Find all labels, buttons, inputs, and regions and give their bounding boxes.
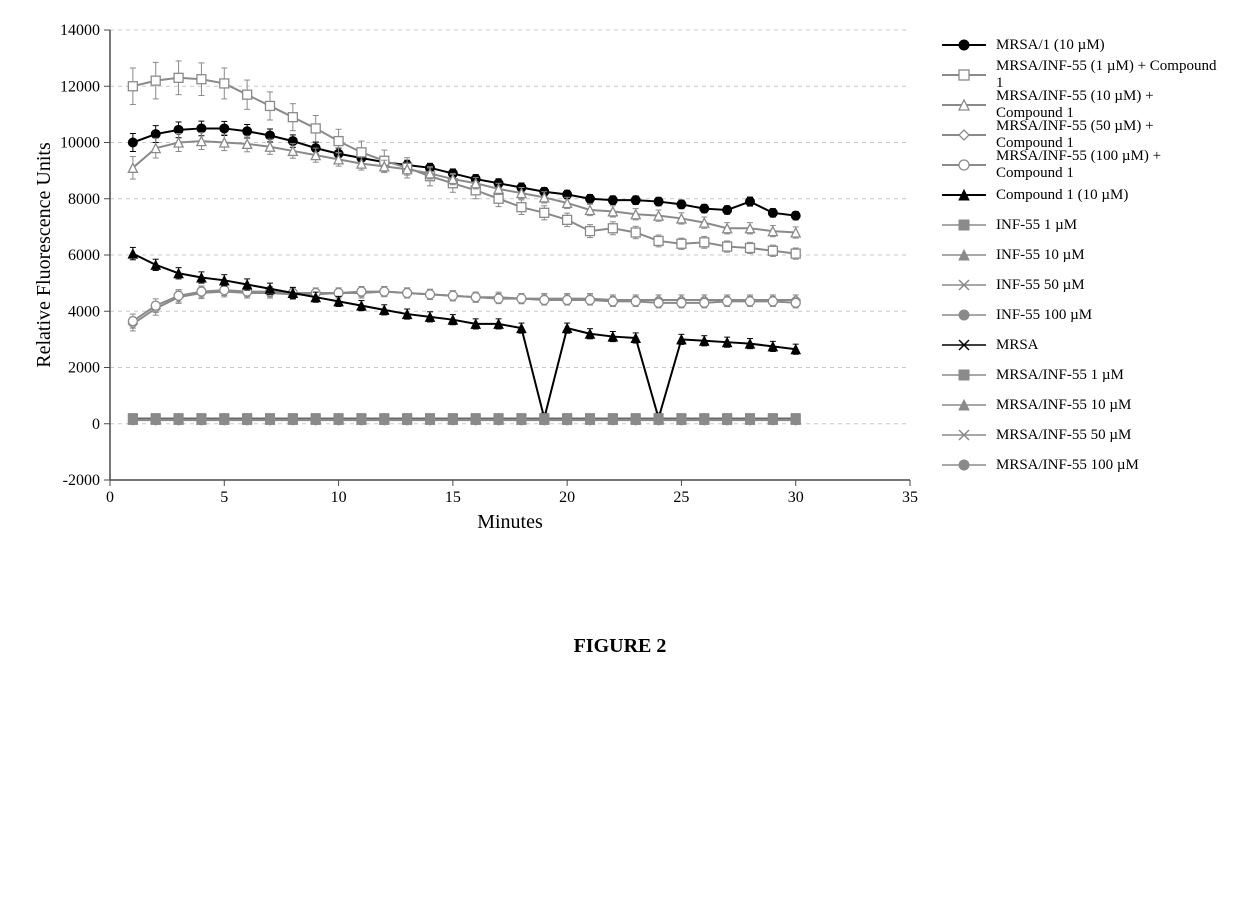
- legend-item-mrsa_1_10uM: MRSA/1 (10 µM): [940, 30, 1220, 60]
- figure-caption: FIGURE 2: [20, 635, 1220, 658]
- legend-item-mrsa: MRSA: [940, 330, 1220, 360]
- legend-label: MRSA/INF-55 10 µM: [996, 397, 1131, 414]
- svg-text:15: 15: [445, 489, 461, 506]
- svg-text:30: 30: [788, 489, 804, 506]
- svg-text:14000: 14000: [60, 22, 100, 39]
- legend-item-mrsa_inf55_50: MRSA/INF-55 50 µM: [940, 420, 1220, 450]
- svg-text:10000: 10000: [60, 135, 100, 152]
- svg-text:Minutes: Minutes: [477, 511, 543, 533]
- legend-label: MRSA/INF-55 (1 µM) + Compound 1: [996, 58, 1220, 92]
- svg-text:6000: 6000: [68, 247, 100, 264]
- legend-swatch: [940, 456, 988, 474]
- legend-item-inf55_10: INF-55 10 µM: [940, 240, 1220, 270]
- legend-label: MRSA/INF-55 (10 µM) + Compound 1: [996, 88, 1220, 122]
- legend-swatch: [940, 156, 988, 174]
- svg-text:0: 0: [106, 489, 114, 506]
- legend-swatch: [940, 246, 988, 264]
- svg-text:2000: 2000: [68, 360, 100, 377]
- legend-swatch: [940, 66, 988, 84]
- legend-label: INF-55 1 µM: [996, 217, 1077, 234]
- svg-text:5: 5: [220, 489, 228, 506]
- legend-swatch: [940, 186, 988, 204]
- legend-swatch: [940, 366, 988, 384]
- svg-text:25: 25: [673, 489, 689, 506]
- chart-legend: MRSA/1 (10 µM) MRSA/INF-55 (1 µM) + Compo…: [940, 30, 1220, 480]
- legend-label: INF-55 10 µM: [996, 247, 1085, 264]
- legend-label: MRSA/INF-55 (50 µM) + Compound 1: [996, 118, 1220, 152]
- svg-text:20: 20: [559, 489, 575, 506]
- figure-container: -2000 0 2000 4000 6000 8000 10000 12000 14000 0 5 1…: [20, 20, 1220, 658]
- legend-swatch: [940, 336, 988, 354]
- legend-swatch: [940, 396, 988, 414]
- legend-item-inf55_50: INF-55 50 µM: [940, 270, 1220, 300]
- legend-item-mrsa_inf55_10_cmpd1: MRSA/INF-55 (10 µM) + Compound 1: [940, 90, 1220, 120]
- legend-swatch: [940, 276, 988, 294]
- legend-swatch: [940, 426, 988, 444]
- svg-text:4000: 4000: [68, 303, 100, 320]
- svg-text:12000: 12000: [60, 78, 100, 95]
- chart-plot-area: -2000 0 2000 4000 6000 8000 10000 12000 14000 0 5 1…: [20, 20, 920, 545]
- legend-label: INF-55 50 µM: [996, 277, 1085, 294]
- svg-text:-2000: -2000: [63, 472, 100, 489]
- legend-swatch: [940, 216, 988, 234]
- svg-text:10: 10: [331, 489, 347, 506]
- chart-svg: -2000 0 2000 4000 6000 8000 10000 12000 14000 0 5 1…: [20, 20, 920, 540]
- legend-item-mrsa_inf55_100_cmpd1: MRSA/INF-55 (100 µM) + Compound 1: [940, 150, 1220, 180]
- legend-swatch: [940, 126, 988, 144]
- legend-label: MRSA/INF-55 100 µM: [996, 457, 1139, 474]
- legend-label: INF-55 100 µM: [996, 307, 1092, 324]
- legend-item-inf55_100: INF-55 100 µM: [940, 300, 1220, 330]
- legend-item-mrsa_inf55_1: MRSA/INF-55 1 µM: [940, 360, 1220, 390]
- legend-item-mrsa_inf55_10: MRSA/INF-55 10 µM: [940, 390, 1220, 420]
- svg-text:Relative Fluorescence Units: Relative Fluorescence Units: [33, 142, 55, 368]
- svg-text:35: 35: [902, 489, 918, 506]
- legend-label: MRSA/INF-55 50 µM: [996, 427, 1131, 444]
- legend-item-mrsa_inf55_1_cmpd1: MRSA/INF-55 (1 µM) + Compound 1: [940, 60, 1220, 90]
- legend-label: MRSA: [996, 337, 1039, 354]
- legend-item-mrsa_inf55_50_cmpd1: MRSA/INF-55 (50 µM) + Compound 1: [940, 120, 1220, 150]
- legend-swatch: [940, 306, 988, 324]
- legend-item-inf55_1: INF-55 1 µM: [940, 210, 1220, 240]
- legend-label: MRSA/1 (10 µM): [996, 37, 1105, 54]
- legend-label: MRSA/INF-55 (100 µM) + Compound 1: [996, 148, 1220, 182]
- svg-text:0: 0: [92, 416, 100, 433]
- legend-label: MRSA/INF-55 1 µM: [996, 367, 1124, 384]
- legend-item-mrsa_inf55_100: MRSA/INF-55 100 µM: [940, 450, 1220, 480]
- legend-swatch: [940, 96, 988, 114]
- legend-item-compound1_10uM: Compound 1 (10 µM): [940, 180, 1220, 210]
- legend-label: Compound 1 (10 µM): [996, 187, 1128, 204]
- svg-text:8000: 8000: [68, 191, 100, 208]
- legend-swatch: [940, 36, 988, 54]
